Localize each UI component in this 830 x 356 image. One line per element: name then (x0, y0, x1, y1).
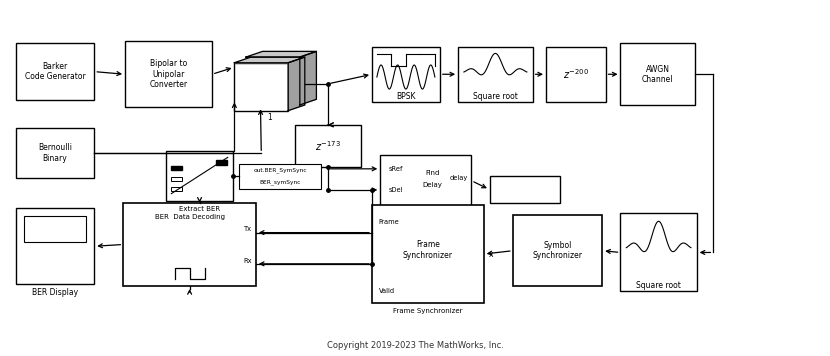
Text: Valid: Valid (378, 288, 395, 294)
Polygon shape (300, 51, 316, 105)
Bar (171, 177, 182, 181)
Bar (372, 47, 440, 102)
Polygon shape (234, 57, 305, 63)
Bar (234, 63, 288, 111)
Bar (295, 125, 361, 167)
Text: out.BER_SymSync: out.BER_SymSync (253, 167, 307, 173)
Text: Bernoulli
Binary: Bernoulli Binary (38, 143, 72, 163)
Bar (513, 215, 603, 286)
Text: delay: delay (450, 175, 468, 181)
Text: Find: Find (425, 170, 439, 176)
Bar (16, 208, 95, 284)
Text: Barker
Code Generator: Barker Code Generator (25, 62, 85, 81)
Text: Square root: Square root (473, 91, 518, 101)
Text: Frame Synchronizer: Frame Synchronizer (393, 308, 462, 314)
Text: 1: 1 (267, 112, 272, 121)
Text: Frame: Frame (378, 219, 399, 225)
Text: $z^{-173}$: $z^{-173}$ (315, 139, 341, 153)
Text: Symbol
Synchronizer: Symbol Synchronizer (533, 241, 583, 260)
Text: Extract BER: Extract BER (179, 206, 220, 212)
Bar (167, 151, 232, 201)
Text: Delay: Delay (422, 182, 442, 188)
Bar (621, 214, 696, 292)
Bar (621, 43, 695, 105)
Bar (380, 155, 471, 206)
Text: Frame
Synchronizer: Frame Synchronizer (403, 240, 453, 260)
Bar (216, 160, 227, 165)
Bar (546, 47, 606, 102)
Text: BER Display: BER Display (32, 288, 78, 297)
Text: BPSK: BPSK (396, 91, 416, 101)
Bar (24, 216, 86, 242)
Bar (171, 166, 182, 170)
Bar (372, 205, 484, 303)
Bar (125, 42, 212, 107)
Text: x: x (489, 250, 493, 258)
Text: sRef: sRef (388, 166, 403, 172)
Bar (124, 203, 256, 286)
Bar (16, 43, 95, 100)
Bar (246, 57, 300, 105)
Text: BER_symSync: BER_symSync (259, 179, 300, 185)
Bar (458, 47, 533, 102)
Bar (171, 187, 182, 191)
Text: Bipolar to
Unipolar
Converter: Bipolar to Unipolar Converter (149, 59, 188, 89)
Bar (239, 164, 320, 189)
Bar (16, 129, 95, 178)
Text: sDel: sDel (388, 187, 403, 193)
Text: Tx: Tx (244, 226, 251, 232)
Text: Rx: Rx (243, 258, 251, 264)
Polygon shape (288, 57, 305, 111)
Text: BER  Data Decoding: BER Data Decoding (154, 214, 225, 220)
Text: $z^{-200}$: $z^{-200}$ (563, 67, 588, 81)
Bar (490, 176, 560, 203)
Text: Square root: Square root (636, 281, 681, 290)
Text: AWGN
Channel: AWGN Channel (642, 64, 673, 84)
Polygon shape (246, 51, 316, 57)
Text: Copyright 2019-2023 The MathWorks, Inc.: Copyright 2019-2023 The MathWorks, Inc. (326, 341, 504, 350)
